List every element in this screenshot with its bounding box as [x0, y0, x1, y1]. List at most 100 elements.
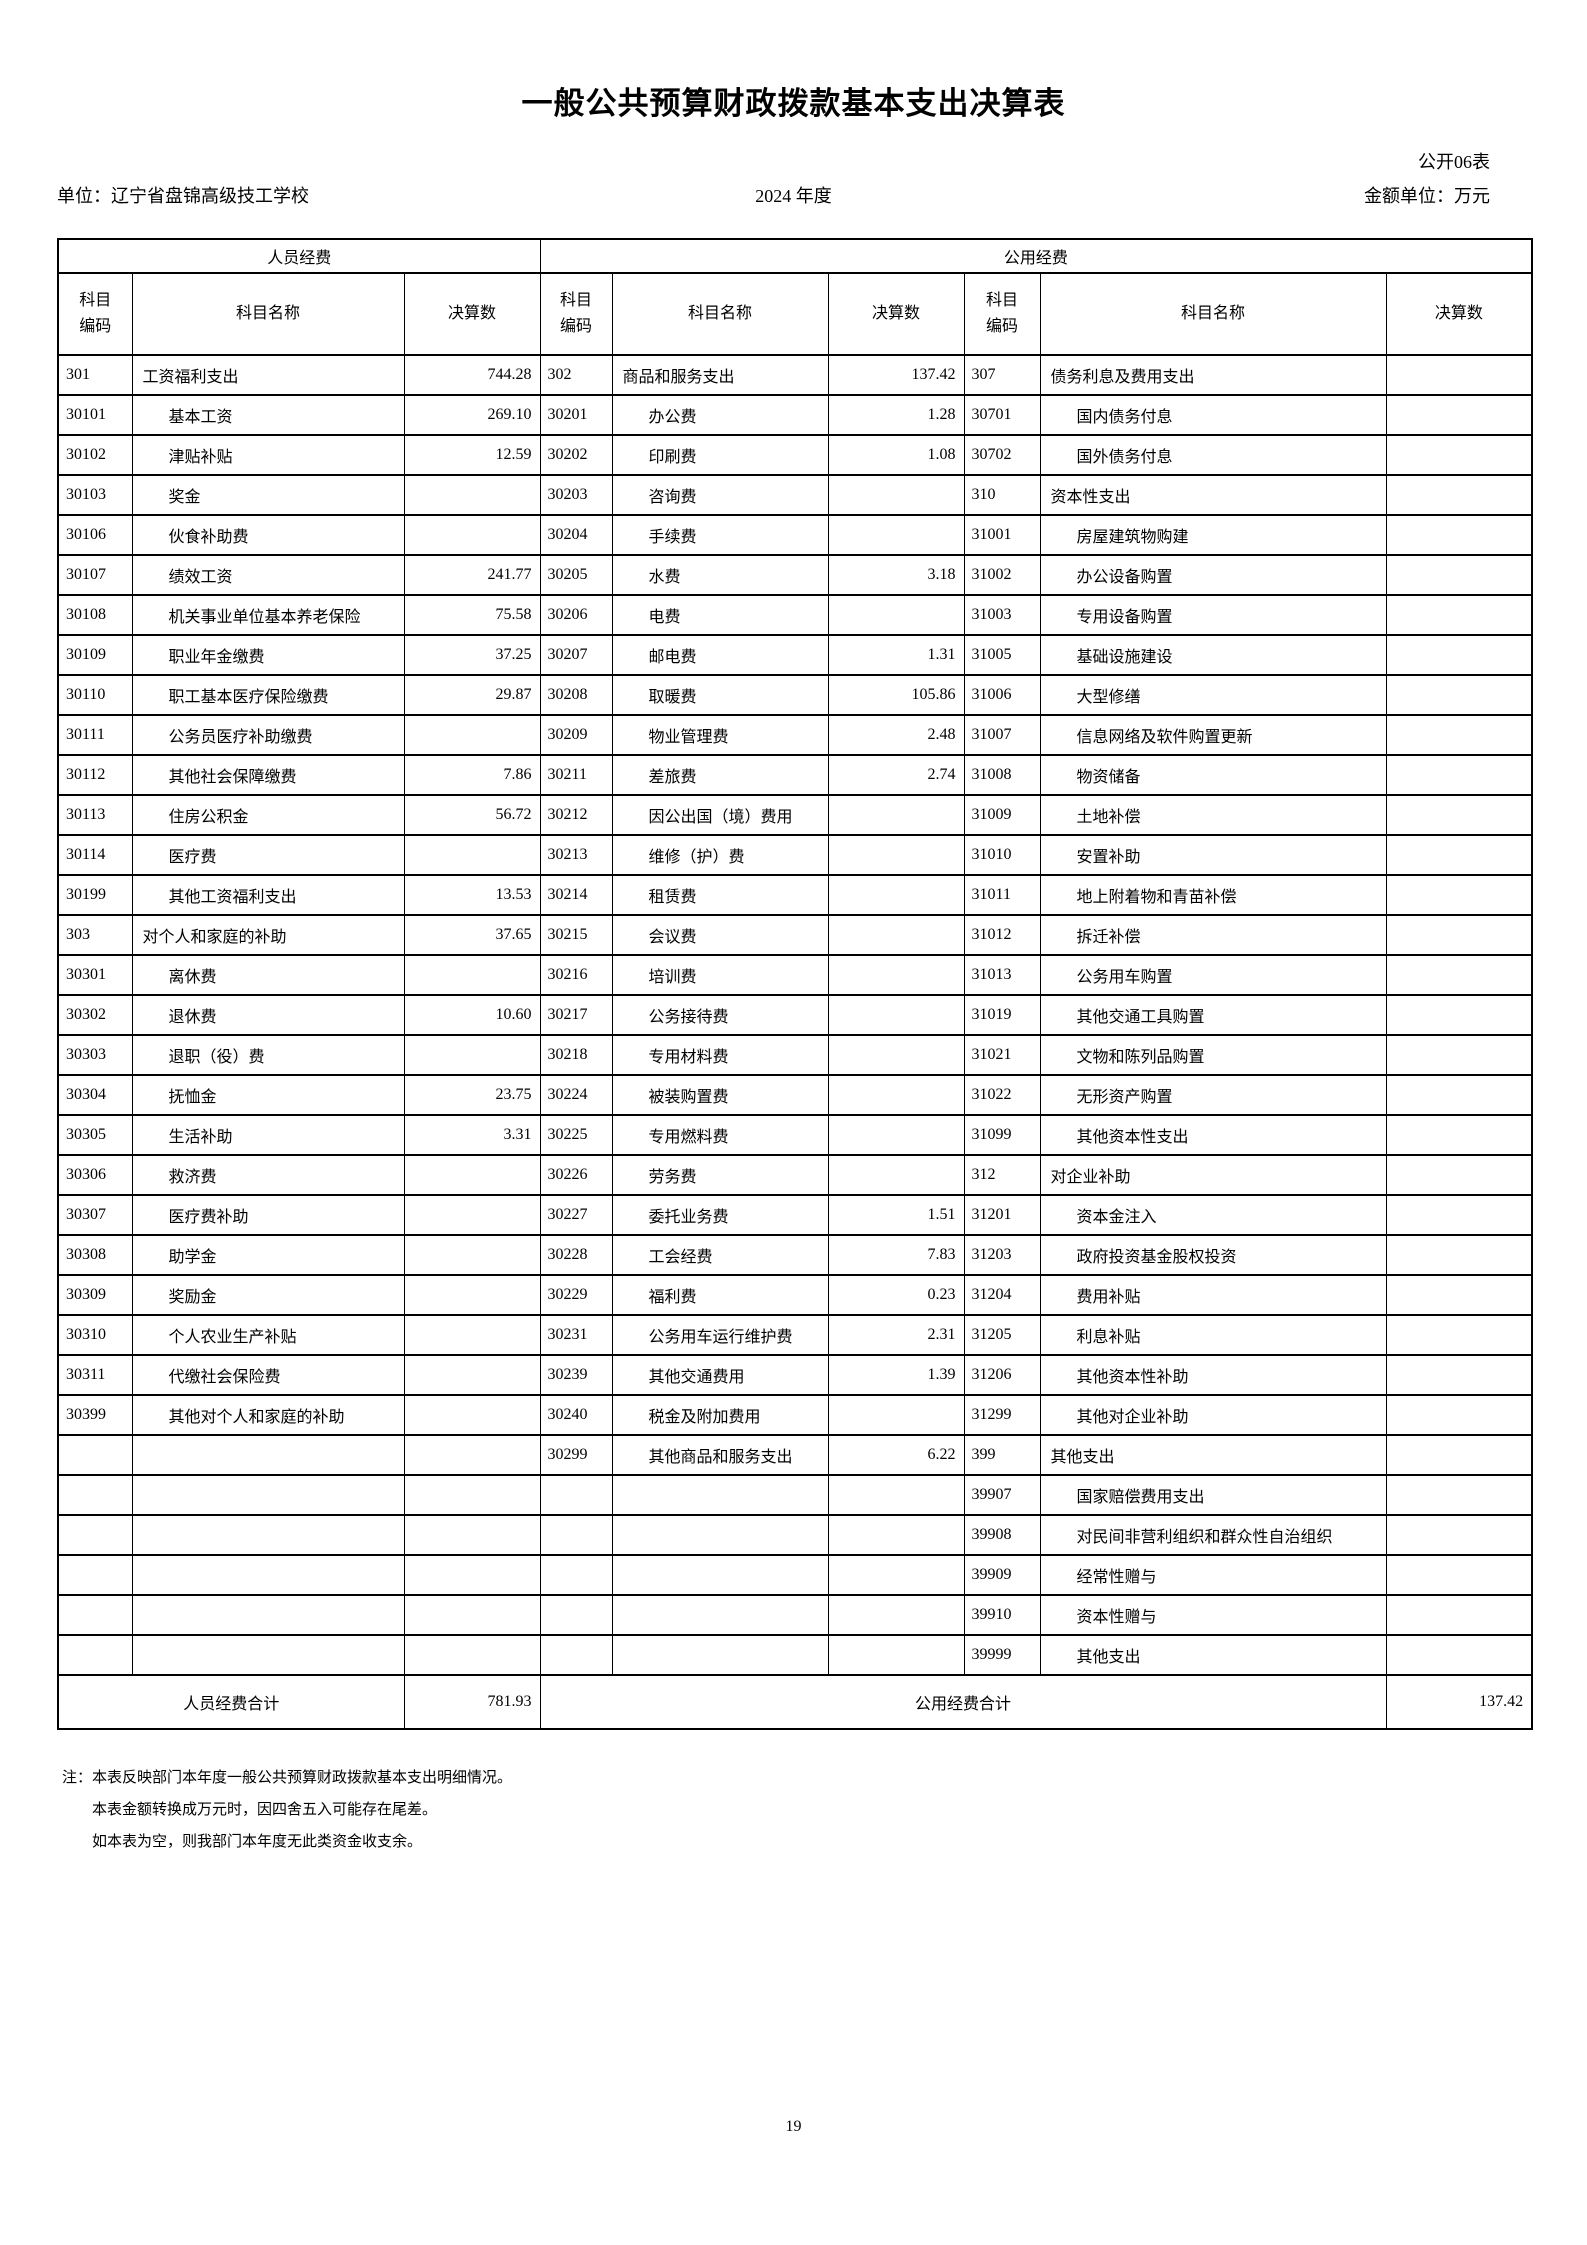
- subject-code-cell: 39910: [963, 1594, 1041, 1636]
- amount-cell: [1385, 354, 1533, 396]
- amount-cell: 2.74: [827, 754, 965, 796]
- subject-code-cell: 30112: [57, 754, 133, 796]
- amount-cell: [1385, 1154, 1533, 1196]
- amount-cell: [1385, 1554, 1533, 1596]
- amount-cell: [1385, 1074, 1533, 1116]
- subject-name-cell: 物资储备: [1039, 754, 1387, 796]
- amount-cell: [403, 1154, 541, 1196]
- col-header-code-line2: 编码: [560, 318, 593, 335]
- subject-code-cell: 39999: [963, 1634, 1041, 1676]
- amount-cell: 37.65: [403, 914, 541, 956]
- subject-code-cell: 30307: [57, 1194, 133, 1236]
- subject-code-cell: 30106: [57, 514, 133, 556]
- subject-code-cell: 31021: [963, 1034, 1041, 1076]
- expenditure-table: 人员经费 公用经费 科目 编码 科目名称 决算数 科目 编码 科目名称 决算数 …: [57, 238, 1534, 1730]
- amount-cell: [827, 594, 965, 636]
- unit-name: 单位：辽宁省盘锦高级技工学校: [57, 186, 309, 206]
- subject-name-cell: 房屋建筑物购建: [1039, 514, 1387, 556]
- amount-cell: 105.86: [827, 674, 965, 716]
- subject-code-cell: 30310: [57, 1314, 133, 1356]
- subject-code-cell: 31022: [963, 1074, 1041, 1116]
- subject-code-cell: 30202: [539, 434, 613, 476]
- amount-cell: 137.42: [827, 354, 965, 396]
- amount-cell: [403, 474, 541, 516]
- subject-code-cell: 31006: [963, 674, 1041, 716]
- subject-code-cell: 301: [57, 354, 133, 396]
- form-number: 公开06表: [1418, 152, 1490, 172]
- amount-cell: [1385, 954, 1533, 996]
- table-row: 30103 奖金 30203 咨询费 310 资本性支出: [57, 474, 1533, 516]
- subject-code-cell: [57, 1514, 133, 1556]
- amount-cell: 7.83: [827, 1234, 965, 1276]
- amount-cell: [403, 1394, 541, 1436]
- amount-cell: [1385, 1114, 1533, 1156]
- subject-code-cell: 30207: [539, 634, 613, 676]
- subject-name-cell: 地上附着物和青苗补偿: [1039, 874, 1387, 916]
- subject-code-cell: 31008: [963, 754, 1041, 796]
- subject-name-cell: 退职（役）费: [131, 1034, 405, 1076]
- subject-code-cell: 302: [539, 354, 613, 396]
- subject-name-cell: 公务用车购置: [1039, 954, 1387, 996]
- amount-cell: 241.77: [403, 554, 541, 596]
- subject-name-cell: [611, 1594, 829, 1636]
- subject-code-cell: 30214: [539, 874, 613, 916]
- amount-cell: 37.25: [403, 634, 541, 676]
- subject-name-cell: [611, 1474, 829, 1516]
- subject-name-cell: [131, 1554, 405, 1596]
- subject-name-cell: 公务接待费: [611, 994, 829, 1036]
- subject-name-cell: 差旅费: [611, 754, 829, 796]
- subject-code-cell: 30203: [539, 474, 613, 516]
- amount-cell: [403, 714, 541, 756]
- amount-cell: [403, 834, 541, 876]
- amount-cell: [403, 1314, 541, 1356]
- table-row: 30114 医疗费 30213 维修（护）费 31010 安置补助: [57, 834, 1533, 876]
- table-row: 30309 奖励金 30229 福利费 0.23 31204 费用补贴: [57, 1274, 1533, 1316]
- subject-code-cell: 30201: [539, 394, 613, 436]
- subject-name-cell: 职业年金缴费: [131, 634, 405, 676]
- subject-code-cell: 31005: [963, 634, 1041, 676]
- subject-name-cell: [131, 1634, 405, 1676]
- subject-name-cell: 其他社会保障缴费: [131, 754, 405, 796]
- subject-name-cell: [611, 1554, 829, 1596]
- column-header-row: 科目 编码 科目名称 决算数 科目 编码 科目名称 决算数 科目 编码 科目名称…: [57, 272, 1533, 356]
- table-row: 30108 机关事业单位基本养老保险 75.58 30206 电费 31003 专用设备购置: [57, 594, 1533, 636]
- subject-code-cell: 31010: [963, 834, 1041, 876]
- page-number: 19: [785, 2118, 802, 2135]
- subject-name-cell: 对个人和家庭的补助: [131, 914, 405, 956]
- subject-name-cell: 退休费: [131, 994, 405, 1036]
- subject-code-cell: [539, 1634, 613, 1676]
- table-body: 301 工资福利支出 744.28 302 商品和服务支出 137.42 307 债务利息及费…: [57, 354, 1533, 1676]
- table-row: 30311 代缴社会保险费 30239 其他交通费用 1.39 31206 其他资本性补助: [57, 1354, 1533, 1396]
- fiscal-year: 2024 年度: [755, 186, 832, 206]
- amount-cell: [1385, 1474, 1533, 1516]
- amount-cell: [827, 1634, 965, 1676]
- amount-cell: [1385, 1354, 1533, 1396]
- subject-name-cell: 维修（护）费: [611, 834, 829, 876]
- amount-cell: [403, 1634, 541, 1676]
- subject-name-cell: 培训费: [611, 954, 829, 996]
- amount-cell: 6.22: [827, 1434, 965, 1476]
- subject-name-cell: 因公出国（境）费用: [611, 794, 829, 836]
- amount-cell: [403, 1234, 541, 1276]
- subject-name-cell: 会议费: [611, 914, 829, 956]
- subject-name-cell: 信息网络及软件购置更新: [1039, 714, 1387, 756]
- amount-cell: [827, 1394, 965, 1436]
- subject-name-cell: 资本金注入: [1039, 1194, 1387, 1236]
- subject-code-cell: 30225: [539, 1114, 613, 1156]
- subject-name-cell: 救济费: [131, 1154, 405, 1196]
- subject-code-cell: 30302: [57, 994, 133, 1036]
- subject-code-cell: 31007: [963, 714, 1041, 756]
- subject-name-cell: 咨询费: [611, 474, 829, 516]
- subject-code-cell: 31099: [963, 1114, 1041, 1156]
- amount-cell: [403, 1474, 541, 1516]
- subject-name-cell: 取暖费: [611, 674, 829, 716]
- col-header-value-1: 决算数: [403, 272, 541, 356]
- amount-cell: [403, 1434, 541, 1476]
- subject-name-cell: 住房公积金: [131, 794, 405, 836]
- subject-code-cell: 30111: [57, 714, 133, 756]
- subject-name-cell: 其他资本性补助: [1039, 1354, 1387, 1396]
- subject-name-cell: 费用补贴: [1039, 1274, 1387, 1316]
- col-header-code-2: 科目 编码: [539, 272, 613, 356]
- subject-code-cell: 39908: [963, 1514, 1041, 1556]
- col-header-value-3: 决算数: [1385, 272, 1533, 356]
